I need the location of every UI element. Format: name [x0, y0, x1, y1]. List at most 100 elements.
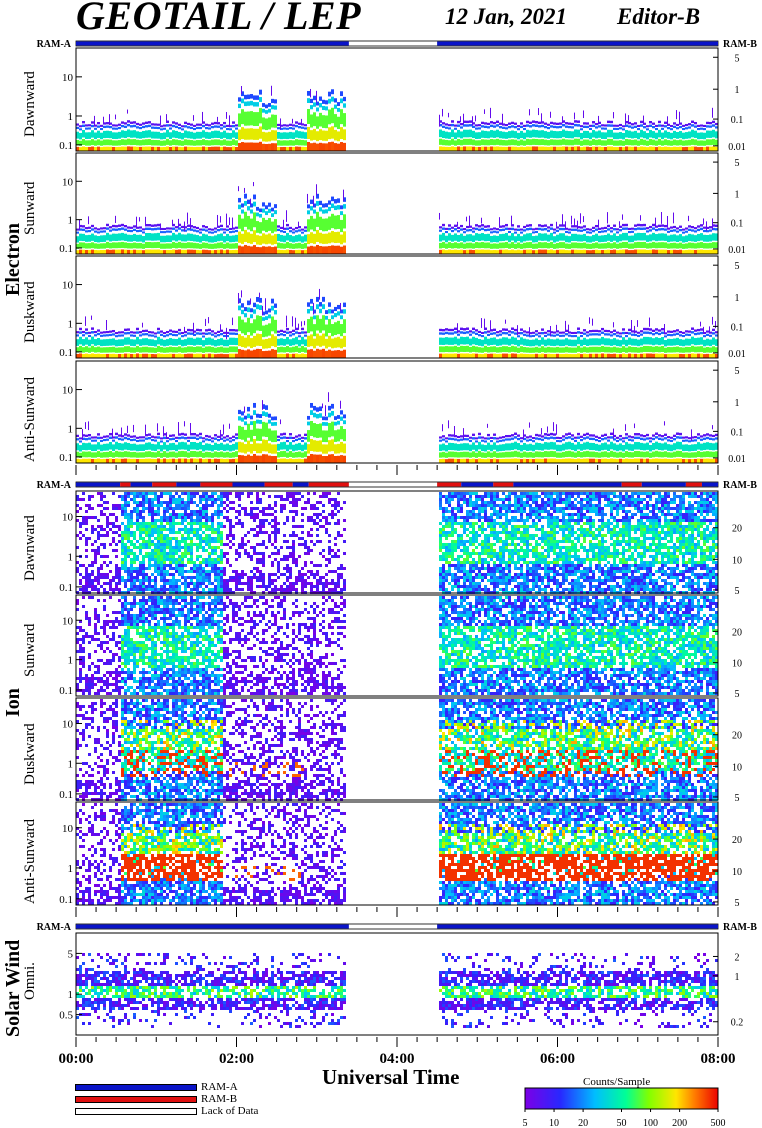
panel-label-i-duskward: Duskward: [22, 723, 39, 785]
left-tick-label-e_dawn-0: 10: [62, 72, 74, 84]
ion-mode-bar-segment-2: [131, 483, 153, 487]
ion-mode-bar-left-label: RAM-A: [37, 480, 72, 491]
ion-mode-bar-right-label: RAM-B: [723, 480, 757, 491]
legend-label-lack-of-data: Lack of Data: [201, 1105, 258, 1117]
left-tick-label-i_dusk-2: 0.1: [59, 789, 73, 801]
spectrogram-i_dusk: [76, 699, 718, 801]
electron-mode-bar-right-label: RAM-B: [723, 39, 757, 50]
right-tick-label-sw-2: 0.2: [731, 1018, 744, 1029]
right-tick-label-e_anti-2: 0.1: [731, 427, 744, 438]
colorbar-title: Counts/Sample: [583, 1076, 650, 1088]
right-tick-label-sw-0: 2: [735, 952, 740, 963]
electron-mode-bar-segment-1: [437, 42, 718, 46]
spectrogram-i_anti: [76, 803, 718, 905]
left-tick-label-i_sun-0: 10: [62, 615, 74, 627]
right-tick-label-e_anti-0: 5: [735, 366, 740, 377]
right-tick-label-e_sun-2: 0.1: [731, 219, 744, 230]
right-tick-label-i_dawn-1: 10: [732, 555, 742, 566]
ion-mode-bar-segment-9: [309, 483, 349, 487]
left-tick-label-sw-2: 0.5: [59, 1010, 73, 1022]
colorbar-tick-label-3: 50: [617, 1118, 627, 1128]
ion-mode-bar-segment-14: [622, 483, 642, 487]
right-tick-label-i_dusk-2: 5: [735, 793, 740, 804]
solar-wind-mode-bar-segment-1: [437, 925, 718, 929]
colorbar-tick-label-6: 500: [711, 1118, 726, 1128]
left-tick-label-e_sun-2: 0.1: [59, 243, 73, 255]
panel-label-i-sunward: Sunward: [22, 624, 39, 677]
left-tick-label-e_anti-2: 0.1: [59, 452, 73, 464]
group-label-ion: Ion: [2, 688, 25, 717]
right-tick-label-i_sun-2: 5: [735, 689, 740, 700]
x-axis-title: Universal Time: [322, 1065, 459, 1090]
spectrogram-sw: [76, 953, 718, 1028]
right-tick-label-i_dusk-0: 20: [732, 731, 742, 742]
right-tick-label-i_sun-1: 10: [732, 659, 742, 670]
left-tick-label-e_sun-0: 10: [62, 176, 74, 188]
spectrogram-e_sun: [76, 182, 718, 254]
ion-mode-bar-segment-8: [293, 483, 309, 487]
right-tick-label-i_dawn-2: 5: [735, 586, 740, 597]
ion-mode-bar-segment-4: [176, 483, 200, 487]
left-tick-label-e_dawn-2: 0.1: [59, 140, 73, 152]
legend-swatch-ram-b: [75, 1096, 197, 1103]
colorbar-tick-label-0: 5: [523, 1118, 528, 1128]
left-tick-label-i_dawn-0: 10: [62, 512, 74, 524]
panel-label-i-dawnward: Dawnward: [22, 515, 39, 581]
left-tick-label-e_sun-1: 1: [68, 215, 74, 227]
spectrogram-e_anti: [76, 392, 718, 463]
right-tick-label-e_dawn-3: 0.01: [728, 142, 746, 153]
panel-label-e-duskward: Duskward: [22, 281, 39, 343]
ion-mode-bar-segment-12: [493, 483, 513, 487]
left-tick-label-i_dusk-0: 10: [62, 719, 74, 731]
ion-mode-bar-segment-5: [200, 483, 232, 487]
right-tick-label-e_anti-3: 0.01: [728, 454, 746, 465]
right-tick-label-e_dusk-2: 0.1: [731, 322, 744, 333]
ion-mode-bar-segment-11: [461, 483, 493, 487]
x-tick-label-0: 00:00: [59, 1051, 94, 1067]
left-tick-label-i_anti-2: 0.1: [59, 894, 73, 906]
panel-label-i-anti-sunward: Anti-Sunward: [22, 819, 39, 904]
left-tick-label-i_anti-1: 1: [68, 863, 74, 875]
left-tick-label-i_sun-2: 0.1: [59, 685, 73, 697]
electron-mode-bar-segment-0: [76, 42, 349, 46]
left-tick-label-i_dusk-1: 1: [68, 758, 74, 770]
x-tick-label-3: 06:00: [540, 1051, 575, 1067]
spectrogram-i_dawn: [76, 492, 718, 594]
right-tick-label-i_sun-0: 20: [732, 627, 742, 638]
right-tick-label-e_dawn-1: 1: [735, 85, 740, 96]
spectrogram-e_dusk: [76, 289, 718, 358]
ion-mode-bar-segment-10: [437, 483, 461, 487]
legend-label-ram-a: RAM-A: [201, 1081, 238, 1093]
left-tick-label-sw-1: 1: [68, 989, 74, 1001]
ion-mode-bar-segment-3: [152, 483, 176, 487]
ion-mode-bar-segment-0: [76, 483, 120, 487]
x-tick-label-1: 02:00: [219, 1051, 254, 1067]
colorbar-tick-label-2: 20: [578, 1118, 588, 1128]
colorbar-tick-label-1: 10: [549, 1118, 559, 1128]
legend-swatch-lack-of-data: [75, 1108, 197, 1115]
ion-mode-bar-segment-13: [513, 483, 621, 487]
panel-label-e-dawnward: Dawnward: [22, 71, 39, 137]
legend-swatch-ram-a: [75, 1084, 197, 1091]
panel-label-e-anti-sunward: Anti-Sunward: [22, 377, 39, 462]
panel-frame-sw: [76, 933, 718, 1035]
left-tick-label-i_dawn-2: 0.1: [59, 582, 73, 594]
right-tick-label-e_anti-1: 1: [735, 398, 740, 409]
left-tick-label-sw-0: 5: [68, 948, 74, 960]
solar-wind-mode-bar-right-label: RAM-B: [723, 922, 757, 933]
solar-wind-mode-bar-left-label: RAM-A: [37, 922, 72, 933]
legend-label-ram-b: RAM-B: [201, 1093, 237, 1105]
left-tick-label-e_dusk-0: 10: [62, 280, 74, 292]
left-tick-label-e_anti-0: 10: [62, 385, 74, 397]
right-tick-label-i_dawn-0: 20: [732, 524, 742, 535]
left-tick-label-e_dusk-2: 0.1: [59, 347, 73, 359]
left-tick-label-i_sun-1: 1: [68, 655, 74, 667]
left-tick-label-i_dawn-1: 1: [68, 551, 74, 563]
panel-label-sw-omni: Omni.: [22, 962, 39, 1000]
x-tick-label-4: 08:00: [701, 1051, 736, 1067]
left-tick-label-e_dawn-1: 1: [68, 111, 74, 123]
ion-mode-bar-segment-17: [702, 483, 718, 487]
colorbar-tick-label-4: 100: [643, 1118, 658, 1128]
